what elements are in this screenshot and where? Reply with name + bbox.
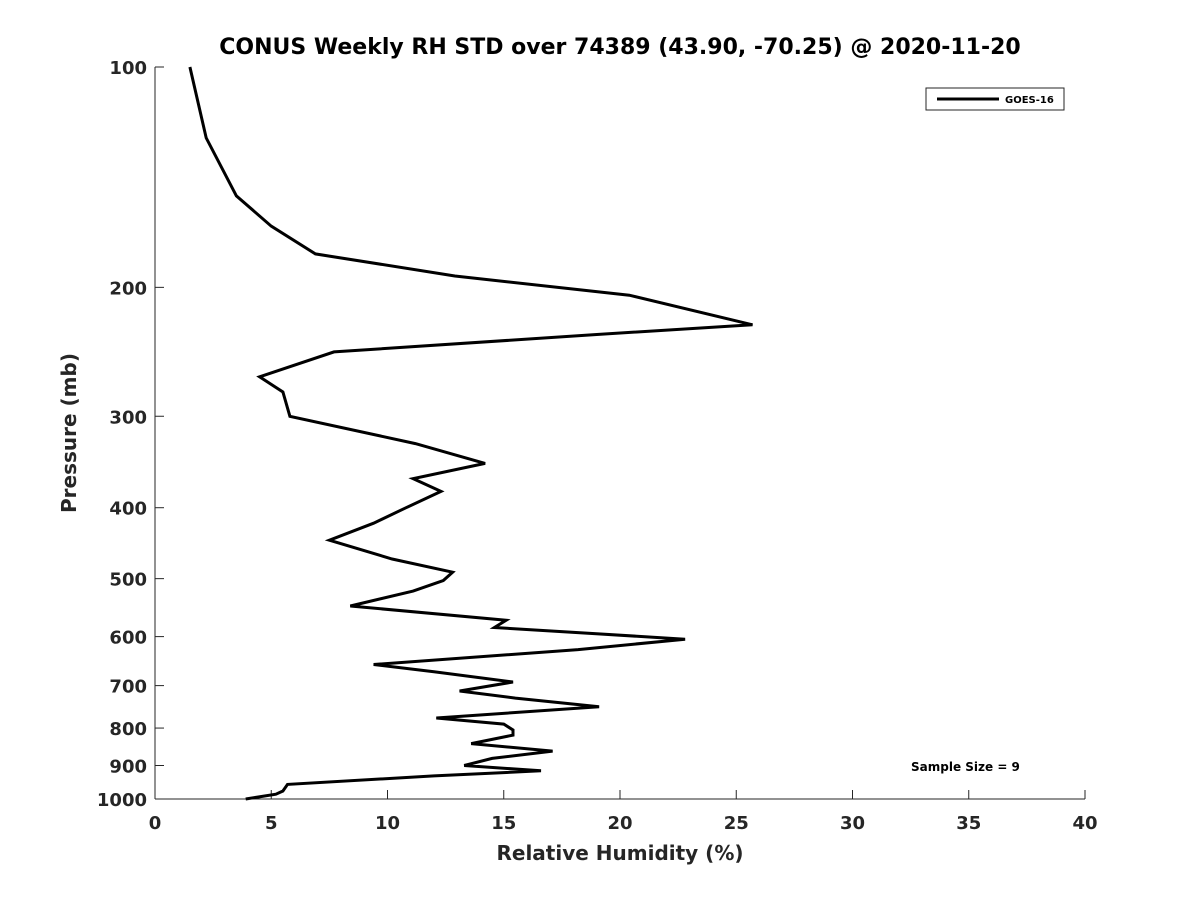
y-tick-label: 900	[109, 757, 147, 778]
y-tick-label: 200	[109, 278, 147, 299]
x-tick-label: 0	[149, 813, 162, 834]
legend-label-goes-16: GOES-16	[1005, 95, 1054, 106]
x-tick-label: 40	[1072, 813, 1097, 834]
x-tick-label: 30	[840, 813, 865, 834]
y-tick-label: 300	[109, 407, 147, 428]
y-tick-label: 800	[109, 719, 147, 740]
y-tick-label: 1000	[97, 790, 147, 811]
series-line-goes-16	[188, 66, 753, 801]
x-tick-label: 5	[265, 813, 278, 834]
y-ticks: 100 200 300 400 500 600 700 800 900 1000	[97, 58, 164, 811]
x-tick-label: 10	[375, 813, 400, 834]
y-tick-label: 500	[109, 570, 147, 591]
x-tick-label: 35	[956, 813, 981, 834]
x-ticks: 0 5 10 15 20 25 30 35 40	[149, 790, 1098, 834]
sample-size-annotation: Sample Size = 9	[911, 760, 1020, 774]
series-layer	[188, 66, 753, 801]
y-tick-label: 400	[109, 499, 147, 520]
legend: GOES-16	[925, 87, 1065, 111]
y-axis-label: Pressure (mb)	[57, 353, 81, 513]
y-tick-label: 700	[109, 677, 147, 698]
x-axis-label: Relative Humidity (%)	[496, 841, 743, 865]
plot-area	[155, 67, 1085, 799]
y-tick-label: 600	[109, 628, 147, 649]
chart-title: CONUS Weekly RH STD over 74389 (43.90, -…	[219, 35, 1020, 60]
x-tick-label: 20	[607, 813, 632, 834]
x-tick-label: 25	[724, 813, 749, 834]
x-tick-label: 15	[491, 813, 516, 834]
y-tick-label: 100	[109, 58, 147, 79]
